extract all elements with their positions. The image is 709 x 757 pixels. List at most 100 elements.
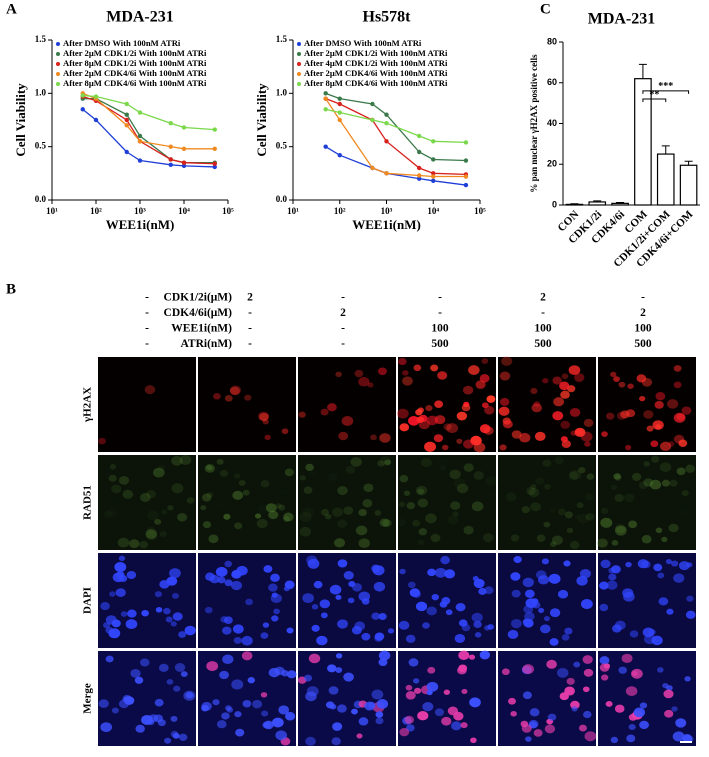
nucleus: [412, 590, 421, 598]
nucleus: [258, 411, 270, 421]
nucleus: [440, 556, 450, 565]
nucleus: [577, 513, 590, 524]
data-point: [416, 149, 422, 155]
nucleus: [165, 616, 173, 623]
nucleus: [639, 702, 648, 709]
nucleus: [574, 514, 581, 520]
nucleus: [462, 385, 474, 395]
legend-label: After 2μM CDK4/6i With 100nM ATRi: [63, 68, 207, 78]
nucleus: [441, 716, 452, 726]
nucleus: [329, 584, 342, 595]
nucleus: [657, 572, 665, 579]
nucleus: [433, 434, 444, 443]
nucleus: [405, 684, 413, 691]
treatment-label: WEE1i(nM): [171, 323, 232, 335]
nucleus: [159, 531, 167, 538]
nucleus: [444, 569, 456, 579]
nucleus: [438, 458, 448, 466]
nucleus: [666, 685, 673, 691]
series-line: [325, 146, 467, 186]
nucleus: [281, 428, 289, 435]
nucleus: [479, 650, 491, 660]
nucleus: [664, 513, 674, 522]
nucleus: [382, 519, 392, 528]
nucleus: [570, 700, 580, 709]
nucleus: [126, 570, 137, 580]
nucleus: [613, 376, 620, 383]
nucleus: [348, 581, 356, 588]
series-line: [82, 94, 215, 131]
legend-label: After DMSO With 100nM ATRi: [304, 38, 422, 48]
treatment-cell: -: [438, 307, 442, 319]
nucleus: [241, 651, 253, 661]
nucleus: [458, 664, 468, 672]
nucleus: [212, 699, 220, 706]
axis: [562, 42, 700, 206]
data-point: [137, 158, 143, 163]
nucleus: [552, 376, 562, 385]
nucleus: [557, 668, 569, 678]
nucleus: [618, 381, 626, 388]
treatment-cell: 500: [634, 338, 652, 350]
nucleus: [568, 471, 579, 480]
nucleus: [378, 612, 387, 620]
nucleus: [528, 487, 540, 498]
nucleus: [224, 560, 233, 568]
series-line: [82, 95, 215, 165]
treatment-cell: -: [145, 292, 149, 304]
nucleus: [379, 518, 390, 527]
nucleus: [628, 520, 638, 529]
y-tick-label: 1.0: [276, 87, 288, 97]
nucleus: [569, 408, 581, 417]
nucleus: [443, 423, 452, 431]
nucleus: [415, 409, 423, 416]
treatment-cell: 100: [431, 323, 449, 335]
data-point: [212, 127, 217, 132]
image-row-label: Merge: [82, 683, 94, 714]
nucleus: [626, 734, 636, 743]
nucleus: [108, 628, 121, 639]
nucleus: [658, 597, 669, 606]
treatment-cell: -: [341, 292, 345, 304]
nucleus: [564, 686, 575, 696]
nucleus: [145, 528, 158, 539]
nucleus: [543, 521, 551, 528]
nucleus: [272, 717, 284, 728]
x-axis-label: WEE1i(nM): [106, 217, 175, 232]
nucleus: [579, 568, 591, 579]
nucleus: [358, 376, 370, 387]
nucleus: [122, 514, 131, 521]
nucleus: [599, 656, 610, 665]
micrograph: [298, 357, 396, 452]
nucleus: [283, 516, 290, 523]
nucleus: [666, 608, 674, 615]
nucleus: [631, 668, 643, 679]
nucleus: [613, 473, 622, 480]
nucleus: [439, 601, 448, 608]
nucleus: [446, 423, 459, 434]
nucleus: [215, 502, 222, 508]
nucleus: [147, 510, 159, 521]
nucleus: [402, 376, 413, 386]
nucleus: [529, 708, 540, 717]
x-tick-label: 10³: [381, 206, 393, 216]
nucleus: [327, 664, 337, 673]
nucleus: [561, 634, 570, 641]
nucleus: [399, 727, 410, 737]
nucleus: [216, 720, 227, 729]
nucleus: [111, 619, 121, 628]
nucleus: [361, 632, 371, 641]
nucleus: [399, 423, 410, 432]
nucleus: [417, 710, 429, 721]
nucleus: [650, 455, 660, 463]
nucleus: [463, 463, 474, 472]
nucleus: [633, 707, 646, 718]
nucleus: [134, 676, 144, 684]
nucleus: [625, 444, 632, 451]
nucleus: [270, 573, 280, 582]
nucleus: [238, 480, 246, 486]
nucleus: [404, 715, 415, 724]
error-bar: [638, 63, 647, 79]
nucleus: [171, 592, 179, 599]
x-tick-label: 10²: [90, 206, 102, 216]
